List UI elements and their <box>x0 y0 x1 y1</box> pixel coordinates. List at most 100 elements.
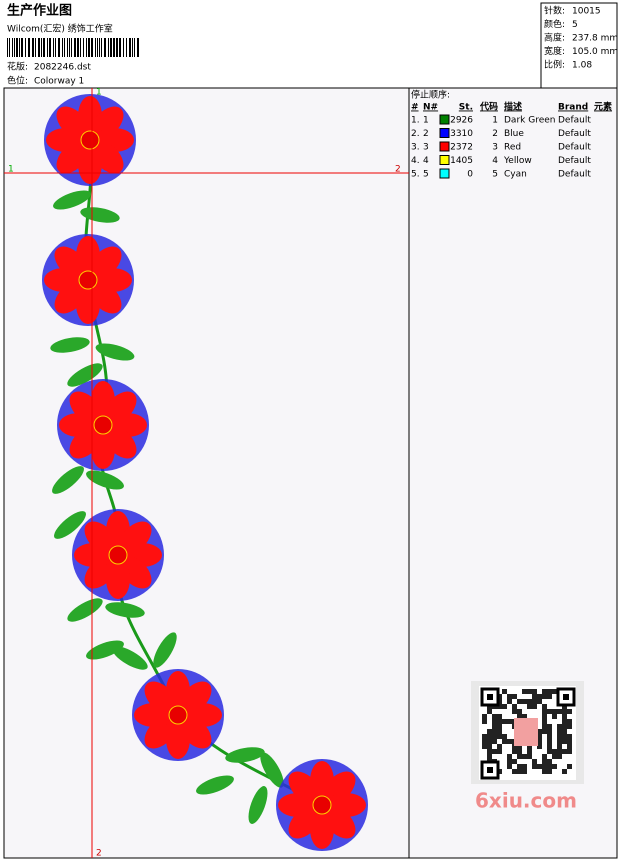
qr-cell <box>492 749 497 754</box>
stat-value: 10015 <box>572 7 601 17</box>
qr-finder <box>487 694 493 700</box>
bar <box>49 38 51 57</box>
bar <box>67 38 68 57</box>
qr-cell <box>487 749 492 754</box>
qr-cell <box>552 709 557 714</box>
qr-cell <box>482 719 487 724</box>
qr-cell <box>552 714 557 719</box>
stat-label: 针数: <box>544 5 565 17</box>
code: 5 <box>492 170 498 180</box>
qr-cell <box>522 699 527 704</box>
leaf <box>196 775 234 795</box>
qr-cell <box>502 739 507 744</box>
bar <box>14 38 15 57</box>
bar <box>129 38 131 57</box>
qr-cell <box>517 744 522 749</box>
bar <box>108 38 109 57</box>
leaf <box>86 640 124 660</box>
qr-cell <box>507 739 512 744</box>
qr-finder <box>487 767 493 773</box>
qr-cell <box>512 759 517 764</box>
qr-cell <box>537 744 542 749</box>
qr-cell <box>567 709 572 714</box>
bar <box>74 38 76 57</box>
qr <box>471 681 584 784</box>
row-index: 4. <box>411 156 420 166</box>
qr-cell <box>487 709 492 714</box>
bar <box>55 38 56 57</box>
qr-cell <box>497 749 502 754</box>
bar <box>16 38 18 57</box>
bar <box>86 38 87 57</box>
qr-cell <box>557 734 562 739</box>
leaf <box>153 632 177 668</box>
leaf <box>67 363 103 387</box>
qr-cell <box>542 759 547 764</box>
petal <box>288 771 322 805</box>
stitches: 2372 <box>450 143 473 153</box>
leaf <box>225 747 265 763</box>
description: Dark Green <box>504 116 555 126</box>
qr-cell <box>497 719 502 724</box>
qr-cell <box>567 739 572 744</box>
qr-cell <box>537 729 542 734</box>
description: Red <box>504 143 521 153</box>
bar <box>71 38 72 57</box>
qr-cell <box>567 719 572 724</box>
bar <box>25 38 26 57</box>
qr-cell <box>512 694 517 699</box>
qr-cell <box>492 734 497 739</box>
row-index: 3. <box>411 143 420 153</box>
qr-cell <box>552 689 557 694</box>
brand: Default <box>558 170 591 180</box>
qr-cell <box>517 754 522 759</box>
qr-cell <box>537 694 542 699</box>
qr-cell <box>482 714 487 719</box>
qr-cell <box>507 699 512 704</box>
stitches: 2926 <box>450 116 473 126</box>
qr-cell <box>567 724 572 729</box>
qr-cell <box>542 769 547 774</box>
brand: Default <box>558 129 591 139</box>
qr-cell <box>522 689 527 694</box>
flower-center <box>108 545 128 565</box>
color-swatch <box>439 141 450 152</box>
qr-cell <box>522 754 527 759</box>
qr-cell <box>502 719 507 724</box>
leaf <box>80 207 120 223</box>
brand: Default <box>558 143 591 153</box>
qr-cell <box>527 749 532 754</box>
stat-value: 237.8 mm <box>572 34 618 44</box>
qr-cell <box>567 744 572 749</box>
stitches: 0 <box>467 170 473 180</box>
leaf <box>67 598 103 622</box>
qr-cell <box>492 724 497 729</box>
qr-cell <box>507 754 512 759</box>
qr-cell <box>517 714 522 719</box>
description: Blue <box>504 129 524 139</box>
qr-cell <box>497 734 502 739</box>
qr-cell <box>557 744 562 749</box>
barcode <box>7 38 139 57</box>
bar <box>80 38 81 57</box>
row-index: 2. <box>411 129 420 139</box>
leaf <box>95 343 135 361</box>
qr-cell <box>497 729 502 734</box>
leaf <box>260 752 284 788</box>
petal <box>144 681 178 715</box>
qr-cell <box>507 759 512 764</box>
column-header: N# <box>423 103 438 113</box>
description: Yellow <box>503 156 532 166</box>
color-swatch <box>439 168 450 179</box>
stat-value: 5 <box>572 20 578 30</box>
qr-cell <box>487 744 492 749</box>
qr-cell <box>557 709 562 714</box>
qr-finder <box>563 694 569 700</box>
bar <box>69 38 70 57</box>
code: 2 <box>492 129 498 139</box>
bar <box>113 38 115 57</box>
bar <box>21 38 23 57</box>
qr-cell <box>562 724 567 729</box>
qr-cell <box>537 699 542 704</box>
qr-cell <box>502 689 507 694</box>
